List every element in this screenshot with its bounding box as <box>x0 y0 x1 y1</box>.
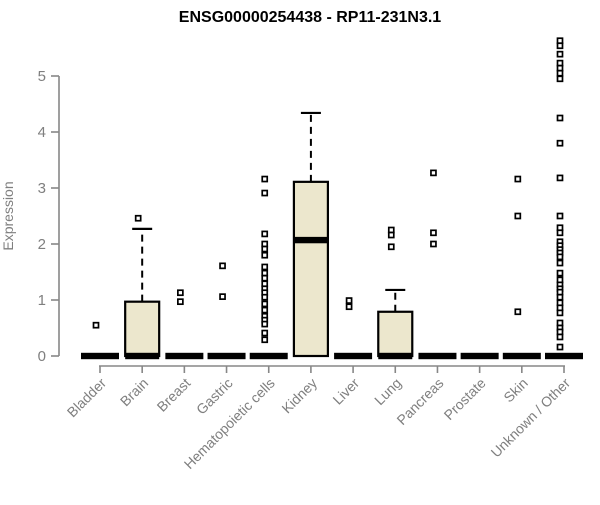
x-tick-label: Unknown / Other <box>488 375 574 461</box>
y-tick-label: 2 <box>38 236 46 253</box>
x-tick-label: Brain <box>117 375 151 409</box>
median-line <box>249 352 288 360</box>
outlier-point <box>219 293 226 300</box>
outlier-point <box>430 169 437 177</box>
outlier-point <box>261 274 269 282</box>
x-tick-label: Pancreas <box>393 375 446 428</box>
x-tick-label: Bladder <box>64 375 110 421</box>
outlier-point <box>556 343 564 351</box>
outlier-point <box>430 240 437 248</box>
outlier-point <box>556 229 564 237</box>
median-line <box>81 352 119 360</box>
boxplot-brain <box>124 214 161 360</box>
boxplot-bladder <box>81 321 119 360</box>
outlier-point <box>345 297 353 304</box>
median-line <box>165 352 204 360</box>
x-tick-label: Liver <box>329 375 362 408</box>
outlier-point <box>134 214 142 222</box>
boxplot-marks <box>81 37 583 360</box>
outlier-point <box>261 263 269 271</box>
outlier-point <box>261 245 269 253</box>
x-tick-label: Lung <box>371 375 404 408</box>
y-tick-label: 4 <box>38 124 46 141</box>
outlier-point <box>430 229 437 237</box>
boxplot-gastric <box>207 262 246 360</box>
y-tick-label: 0 <box>38 348 46 365</box>
outlier-point <box>514 308 522 316</box>
median-line <box>125 352 160 360</box>
outlier-point <box>556 253 564 261</box>
y-tick-label: 3 <box>38 180 46 197</box>
outlier-point <box>345 303 353 311</box>
outlier-point <box>556 50 564 58</box>
chart-title: ENSG00000254438 - RP11-231N3.1 <box>179 9 442 26</box>
boxplot-unknown-other <box>545 37 583 360</box>
boxplot-liver <box>334 297 373 360</box>
boxplot-skin <box>502 175 541 360</box>
y-tick-label: 5 <box>38 68 46 85</box>
outlier-point <box>556 269 564 277</box>
outlier-point <box>261 300 269 308</box>
outlier-point <box>261 306 269 314</box>
x-tick-label: Kidney <box>278 375 320 417</box>
outlier-point <box>556 212 564 220</box>
median-line <box>545 352 583 360</box>
y-axis-label: Expression <box>0 181 16 250</box>
outlier-point <box>261 336 269 344</box>
outlier-point <box>556 174 564 182</box>
outlier-point <box>261 175 269 183</box>
x-tick-label: Skin <box>500 375 531 406</box>
outlier-point <box>261 189 269 197</box>
outlier-point <box>261 329 269 337</box>
iqr-box <box>292 180 330 358</box>
outlier-point <box>556 69 564 77</box>
boxplot-hematopoietic-cells <box>249 175 288 360</box>
outlier-point <box>177 289 184 297</box>
outlier-point <box>514 175 522 183</box>
boxplot-breast <box>165 289 204 360</box>
median-line <box>502 352 541 360</box>
outlier-point <box>556 309 564 317</box>
outlier-point <box>261 251 269 259</box>
median-line <box>207 352 246 360</box>
boxplot-lung <box>377 226 414 360</box>
outlier-point <box>92 321 100 329</box>
outlier-point <box>514 212 522 220</box>
x-tick-label: Prostate <box>441 375 489 423</box>
median-line <box>334 352 373 360</box>
outlier-point <box>556 42 564 50</box>
boxplot-kidney <box>292 111 330 358</box>
median-line <box>460 352 499 360</box>
outlier-point <box>261 320 269 328</box>
median-line <box>418 352 457 360</box>
outlier-point <box>556 333 564 341</box>
outlier-point <box>261 293 269 301</box>
x-tick-label: Breast <box>154 375 194 415</box>
median-line <box>293 236 328 244</box>
outlier-point <box>556 139 564 147</box>
outlier-point <box>556 75 564 83</box>
outlier-point <box>556 293 564 301</box>
y-tick-label: 1 <box>38 292 46 309</box>
iqr-box <box>124 300 161 358</box>
outlier-point <box>556 114 564 122</box>
boxplot-pancreas <box>418 169 457 360</box>
outlier-point <box>177 298 184 306</box>
boxplot-prostate <box>460 352 499 360</box>
outlier-point <box>261 230 269 238</box>
outlier-point <box>387 231 395 239</box>
outlier-point <box>219 262 226 270</box>
iqr-box <box>377 310 414 358</box>
outlier-point <box>556 259 564 267</box>
median-line <box>378 352 413 360</box>
outlier-point <box>387 243 395 251</box>
